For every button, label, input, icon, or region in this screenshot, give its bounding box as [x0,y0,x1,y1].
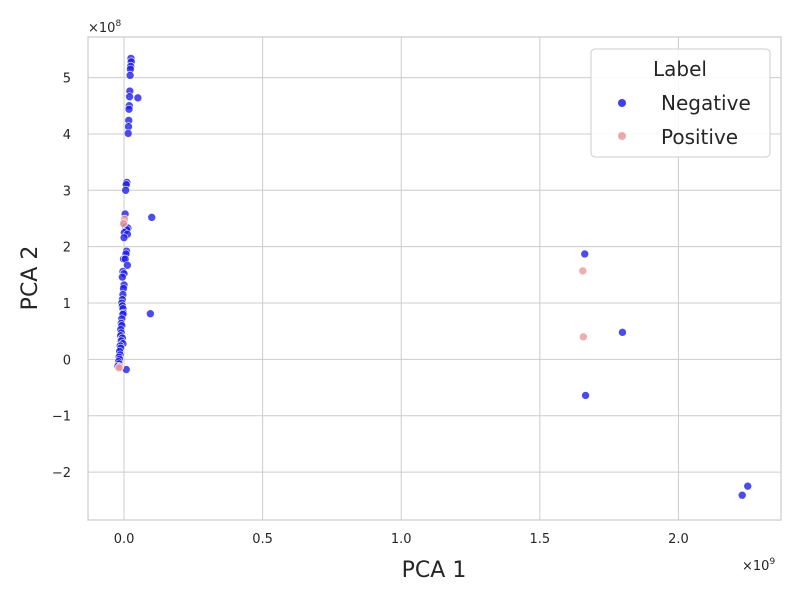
data-point-negative [580,249,590,259]
legend-label-negative: Negative [661,91,751,115]
data-point-positive [578,266,588,276]
data-point-negative [124,104,134,114]
legend-title: Label [653,57,707,81]
x-axis-title: PCA 1 [402,558,467,583]
y-axis-title: PCA 2 [18,246,43,311]
y-tick-label: 0 [63,353,71,368]
data-point-negative [147,213,157,222]
x-tick-label: 1.0 [391,532,412,547]
y-tick-label: 1 [63,297,71,312]
legend: Label Negative Positive [590,48,771,158]
legend-label-positive: Positive [661,125,738,149]
data-point-negative [581,391,590,400]
y-tick-label: 5 [63,72,71,87]
y-tick-label: 2 [63,241,71,256]
x-tick-label: 2.0 [668,532,689,547]
data-point-negative [133,93,143,103]
y-tick-label: −2 [52,466,71,481]
y-tick-label: −1 [52,410,71,425]
grid-lines [88,37,781,520]
tick-labels: 0.0 0.5 1.0 1.5 2.0 −2 −1 0 1 2 3 4 5 [52,72,689,547]
legend-box [590,48,771,158]
data-point-negative [119,233,129,242]
data-point-negative [121,185,130,195]
data-point-negative [123,129,133,138]
y-tick-label: 4 [63,128,71,143]
data-point-positive [579,332,588,342]
x-tick-label: 0.0 [114,532,135,547]
data-point-negative [123,260,132,270]
legend-marker-negative [618,99,626,107]
data-point-negative [743,481,753,491]
data-point-positive [114,363,124,373]
data-point-negative [125,92,134,102]
x-exponent-label: ×109 [742,557,775,574]
data-point-positive [119,219,128,228]
x-tick-label: 1.5 [529,532,550,547]
x-tick-label: 0.5 [252,532,273,547]
data-point-negative [737,490,747,500]
legend-marker-positive [618,132,626,140]
data-points [113,54,753,500]
data-point-negative [618,328,627,337]
data-point-negative [125,71,135,80]
y-exponent-label: ×108 [88,19,121,36]
y-tick-label: 3 [63,184,71,199]
data-point-negative [146,309,155,319]
data-point-negative [118,272,127,282]
